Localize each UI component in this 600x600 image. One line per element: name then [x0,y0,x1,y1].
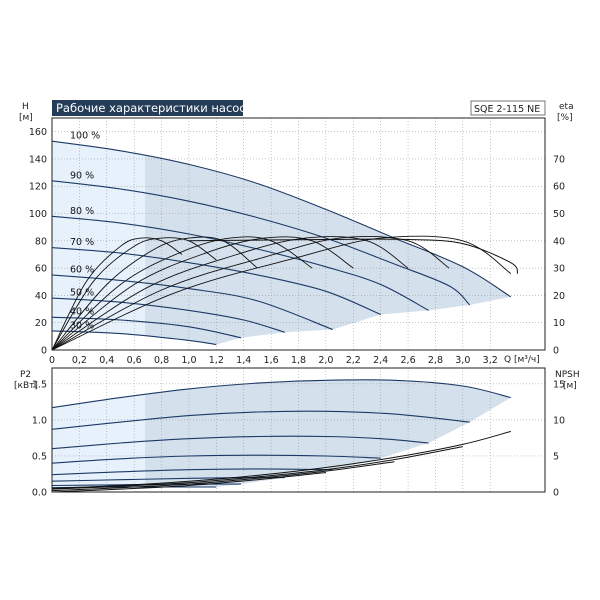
x-tick-label: 2,2 [346,355,361,366]
x-tick-label: 2,8 [428,355,443,366]
eta-curve [51,236,450,351]
x-tick-label: 1,0 [181,355,196,366]
x-tick-label: 1,6 [264,355,279,366]
x-tick-label: 3,0 [455,355,470,366]
y-axis-label-h: H [22,102,29,112]
y-axis-label-p2: P2 [20,370,31,380]
eta-curve [51,236,313,351]
head-curve [51,316,242,339]
y2-tick-label: 0 [553,346,559,357]
npsh-curve [51,446,463,490]
speed-label: 80 % [70,206,94,217]
eta-curve [51,236,258,351]
x-tick-label: 0,4 [99,355,114,366]
speed-label: 70 % [70,237,94,248]
y-tick-label: 160 [29,127,47,138]
power-curve [51,477,285,482]
power-curve [51,379,511,409]
plot-frame [51,117,546,351]
y-tick-label: 1.0 [32,415,47,426]
model-box [470,100,546,116]
head-curve [51,180,471,306]
y-tick-label: 0 [41,346,47,357]
x-tick-label: 0,2 [72,355,87,366]
power-curve [51,468,333,476]
head-curve [51,140,512,298]
head-curve [51,330,217,346]
eta-curve [51,237,183,351]
model-label: SQE 2-115 NE [474,104,540,115]
speed-label: 30 % [70,320,94,331]
speed-label: 100 % [70,131,100,142]
x-tick-label: 0,8 [154,355,169,366]
npsh-curve [51,430,511,489]
eta-curve [51,237,217,351]
npsh-curve [51,472,326,493]
x-tick-label: 1,2 [209,355,224,366]
head-curve [51,297,285,333]
operating-region [52,141,511,345]
x-tick-label: 1,4 [236,355,251,366]
x-tick-label: 0 [49,355,55,366]
plot-frame [51,367,546,493]
speed-label: 60 % [70,264,94,275]
title-background [52,100,243,116]
y2-axis-label-eta: eta [559,102,574,112]
y-tick-label: 0.5 [32,451,47,462]
x-tick-label: 3,2 [483,355,498,366]
head-efficiency-panel: 100 %90 %80 %70 %60 %50 %40 %30 %0204060… [29,117,565,366]
y-axis-unit-h: [м] [19,113,33,123]
x-tick-label: 0,6 [127,355,142,366]
power-npsh-panel: 0.0 0.5 1.0 1.5 0 5 10 15 [32,367,565,499]
y-axis-unit-p2: [кВт] [14,381,38,391]
head-curve [51,247,381,316]
y-tick-label: 100 [29,209,47,220]
y2-tick-label: 0 [553,488,559,499]
x-tick-label: 1,8 [291,355,306,366]
x-tick-label: 2,6 [401,355,416,366]
power-curve [51,454,381,464]
y-tick-label: 80 [35,236,47,247]
y2-axis-unit-eta: [%] [557,113,573,123]
y2-axis-label-npsh: NPSH [555,370,580,380]
y2-axis-unit-npsh: [м] [563,381,577,391]
y2-tick-label: 10 [553,318,565,329]
chart-title: Рабочие характеристики насоса [56,101,253,115]
eta-curve [51,236,409,351]
eta-curve [51,236,354,351]
low-flow-zone [52,394,146,488]
speed-label: 50 % [70,288,94,299]
head-curve [51,215,429,311]
eta-envelope [188,238,519,274]
x-axis-label-q: Q [м³/ч] [504,355,540,365]
y-tick-label: 60 [35,264,47,275]
power-curve [51,435,429,450]
speed-label: 90 % [70,170,94,181]
y2-tick-label: 40 [553,236,565,247]
x-tick-label: 2,0 [318,355,333,366]
y2-tick-label: 10 [553,415,565,426]
head-curve [51,274,333,331]
chart-labels: Рабочие характеристики насоса SQE 2-115 … [14,100,580,391]
y-tick-label: 120 [29,182,47,193]
low-flow-zone [52,141,146,337]
npsh-curve [51,461,395,492]
y-tick-label: 1.5 [32,379,47,390]
y2-tick-label: 70 [553,154,565,165]
power-curve [51,410,470,430]
y-tick-label: 140 [29,154,47,165]
y2-tick-label: 20 [553,291,565,302]
y-tick-label: 40 [35,291,47,302]
y-tick-label: 0.0 [32,488,47,499]
y2-tick-label: 50 [553,209,565,220]
eta-curve [51,235,512,351]
x-tick-label: 2,4 [373,355,388,366]
y-tick-label: 20 [35,318,47,329]
y2-tick-label: 5 [553,451,559,462]
y2-tick-label: 15 [553,379,565,390]
operating-region [52,380,511,488]
y2-tick-label: 60 [553,182,565,193]
y2-tick-label: 30 [553,264,565,275]
